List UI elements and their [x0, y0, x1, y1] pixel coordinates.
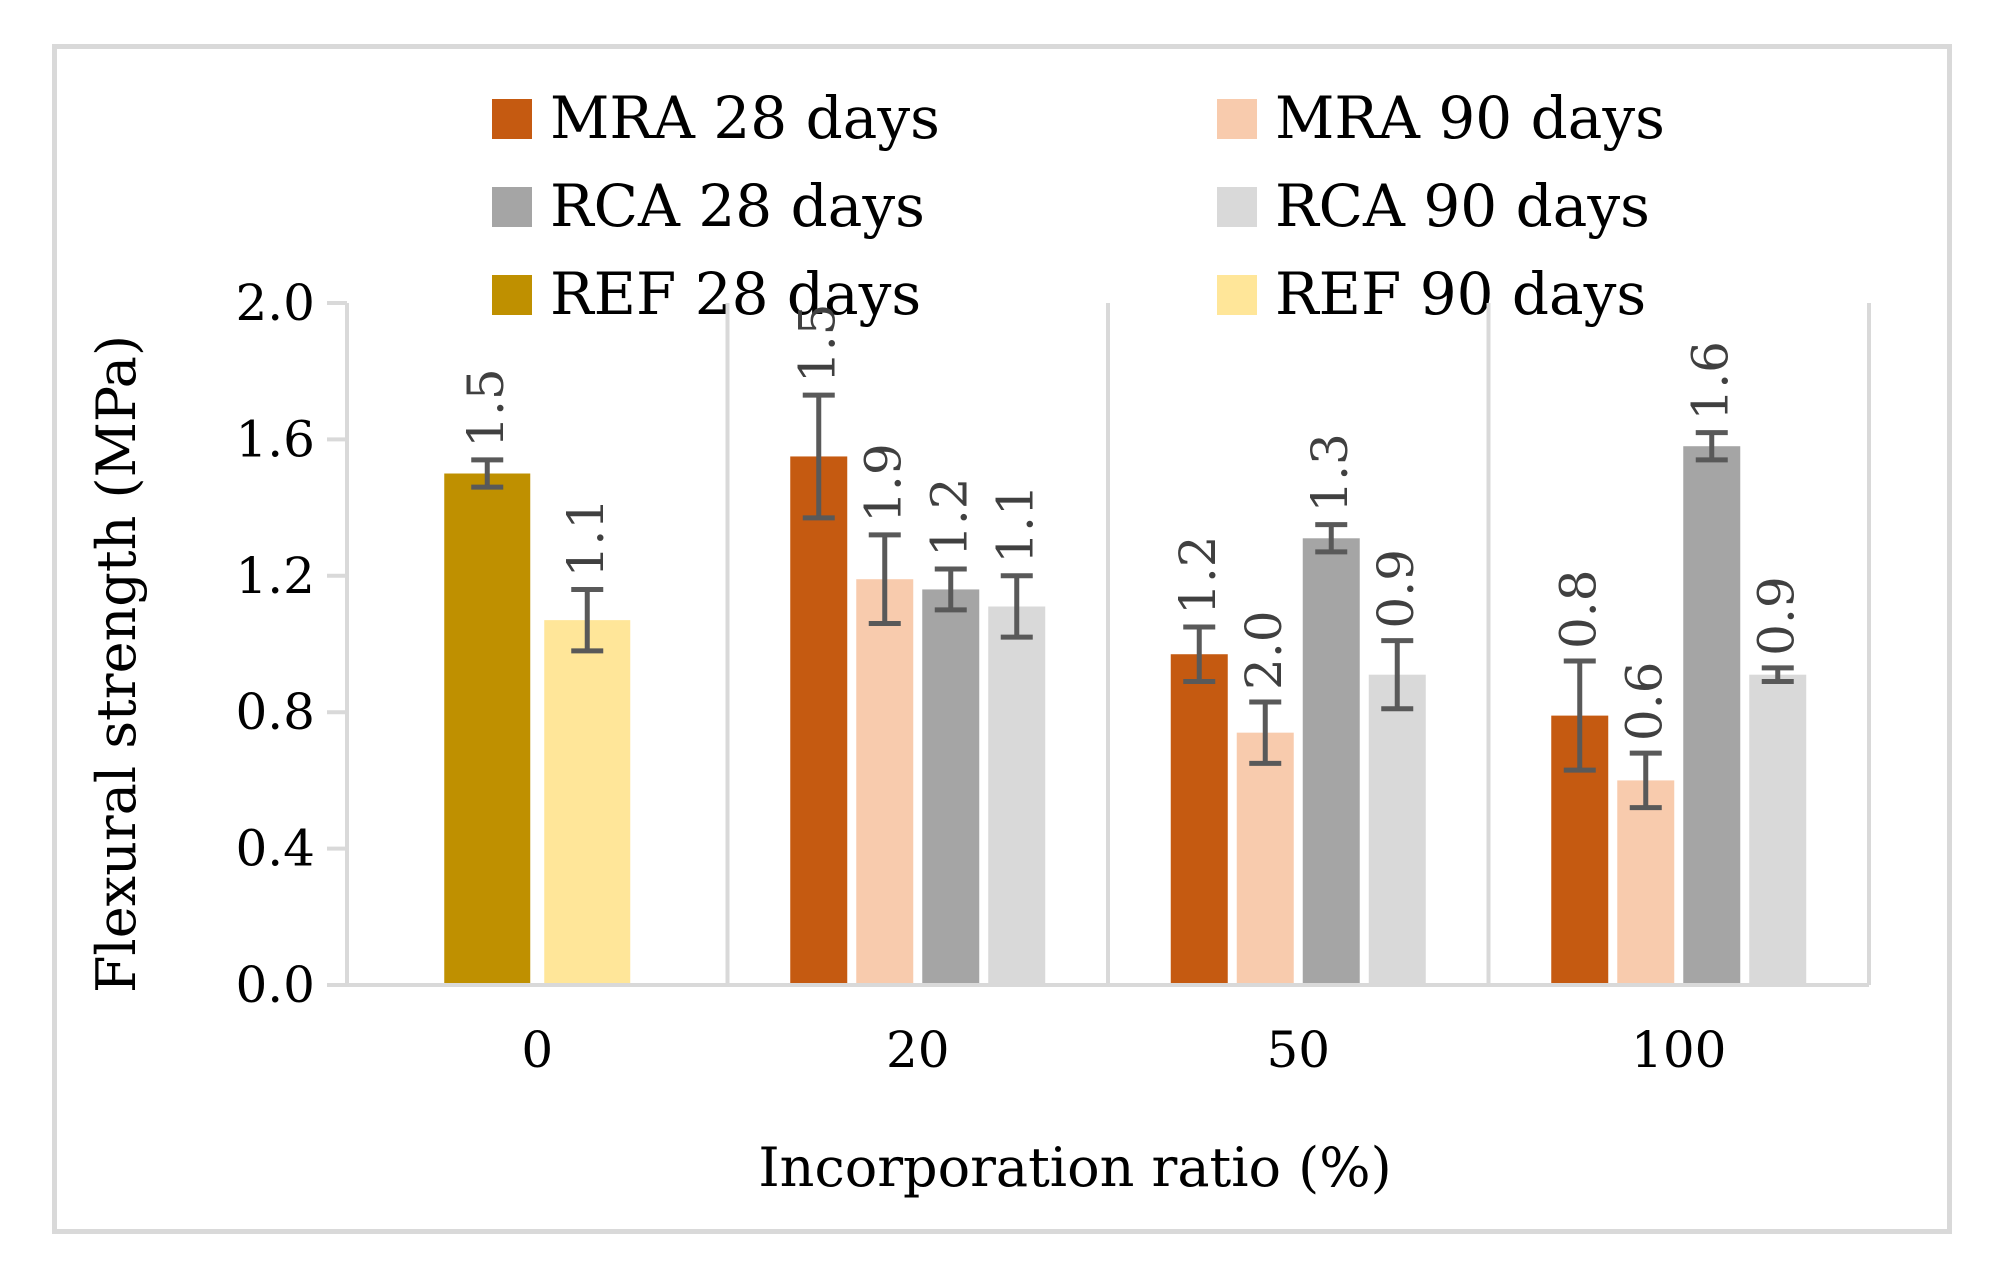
- data-label: 1.3: [1301, 433, 1359, 513]
- data-label: 1.2: [921, 477, 979, 557]
- legend-label: MRA 90 days: [1275, 84, 1665, 152]
- data-label: 1.1: [557, 498, 615, 578]
- bar: [1749, 674, 1807, 985]
- data-label: 0.8: [1550, 570, 1608, 650]
- data-label: 0.9: [1748, 576, 1806, 656]
- legend: MRA 28 days MRA 90 days RCA 28 days RCA 90 …: [492, 84, 1665, 328]
- data-label: 0.6: [1616, 662, 1674, 742]
- x-tick-label: 0: [521, 1021, 553, 1079]
- bar: [1170, 654, 1228, 985]
- legend-label: REF 90 days: [1275, 260, 1646, 328]
- legend-item: MRA 90 days: [1217, 84, 1665, 152]
- legend-swatch: [492, 187, 532, 227]
- x-tick-label: 20: [886, 1021, 950, 1079]
- data-label: 1.6: [1682, 341, 1740, 421]
- x-tick-label: 100: [1631, 1021, 1726, 1079]
- category-dividers: [725, 303, 1871, 985]
- legend-item: MRA 28 days: [492, 84, 940, 152]
- data-label: 1.5: [457, 368, 515, 448]
- legend-item: REF 28 days: [492, 260, 921, 328]
- bar: [1617, 780, 1675, 985]
- bar: [544, 620, 631, 985]
- data-label: 2.0: [1235, 610, 1293, 690]
- y-tick-label: 0.4: [235, 820, 315, 878]
- y-tick-label: 1.6: [235, 410, 315, 468]
- legend-swatch: [1217, 275, 1257, 315]
- bar-chart: MRA 28 days MRA 90 days RCA 28 days RCA 90 …: [85, 84, 1871, 1199]
- data-label: 1.9: [855, 443, 913, 523]
- legend-swatch: [492, 275, 532, 315]
- bar: [790, 456, 848, 985]
- x-tick-label: 50: [1266, 1021, 1330, 1079]
- bar: [1683, 446, 1741, 986]
- axes: 0.0 0.4 0.8 1.2 1.6 2.0 0 20 50 100: [235, 274, 1869, 1079]
- bar: [922, 589, 980, 985]
- chart-figure: MRA 28 days MRA 90 days RCA 28 days RCA 90 …: [52, 44, 1952, 1234]
- data-label: 1.2: [1169, 535, 1227, 615]
- data-label: 1.5: [789, 304, 847, 384]
- bar: [1236, 732, 1294, 985]
- data-label: 1.1: [987, 484, 1045, 564]
- bar: [988, 606, 1046, 985]
- y-axis-title: Flexural strength (MPa): [85, 335, 148, 993]
- legend-swatch: [1217, 99, 1257, 139]
- y-tick-label: 2.0: [235, 274, 315, 332]
- bar: [444, 473, 531, 985]
- legend-swatch: [1217, 187, 1257, 227]
- legend-label: RCA 90 days: [1275, 172, 1650, 240]
- y-tick-label: 1.2: [235, 547, 315, 605]
- y-tick-label: 0.8: [235, 683, 315, 741]
- legend-item: RCA 90 days: [1217, 172, 1650, 240]
- bar: [1302, 538, 1360, 985]
- legend-label: MRA 28 days: [550, 84, 940, 152]
- legend-swatch: [492, 99, 532, 139]
- bar: [1368, 674, 1426, 985]
- bar: [856, 579, 914, 985]
- data-label: 0.9: [1367, 549, 1425, 629]
- legend-item: REF 90 days: [1217, 260, 1646, 328]
- legend-label: RCA 28 days: [550, 172, 925, 240]
- legend-item: RCA 28 days: [492, 172, 925, 240]
- bars-layer: 1.51.11.51.9 1.2 1.11.22.01.30.9 0.80.61.60…: [444, 304, 1807, 986]
- y-tick-label: 0.0: [235, 956, 315, 1014]
- legend-label: REF 28 days: [550, 260, 921, 328]
- x-axis-title: Incorporation ratio (%): [758, 1136, 1391, 1199]
